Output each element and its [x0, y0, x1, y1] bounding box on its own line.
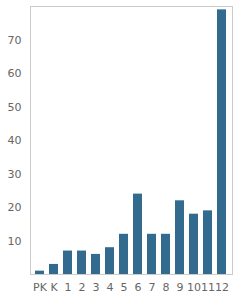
- svg-text:3: 3: [93, 281, 100, 294]
- svg-text:60: 60: [8, 67, 22, 80]
- svg-text:7: 7: [149, 281, 156, 294]
- svg-text:PK: PK: [33, 281, 48, 294]
- svg-text:50: 50: [8, 101, 22, 114]
- svg-text:10: 10: [187, 281, 201, 294]
- svg-text:4: 4: [107, 281, 114, 294]
- svg-text:9: 9: [177, 281, 184, 294]
- svg-text:11: 11: [201, 281, 215, 294]
- svg-text:6: 6: [135, 281, 142, 294]
- svg-text:12: 12: [215, 281, 229, 294]
- svg-text:30: 30: [8, 168, 22, 181]
- svg-text:8: 8: [163, 281, 170, 294]
- svg-text:2: 2: [79, 281, 86, 294]
- svg-text:10: 10: [8, 235, 22, 248]
- svg-text:70: 70: [8, 34, 22, 47]
- svg-text:1: 1: [65, 281, 72, 294]
- svg-text:40: 40: [8, 134, 22, 147]
- svg-text:20: 20: [8, 201, 22, 214]
- svg-text:5: 5: [121, 281, 128, 294]
- svg-text:K: K: [50, 281, 58, 294]
